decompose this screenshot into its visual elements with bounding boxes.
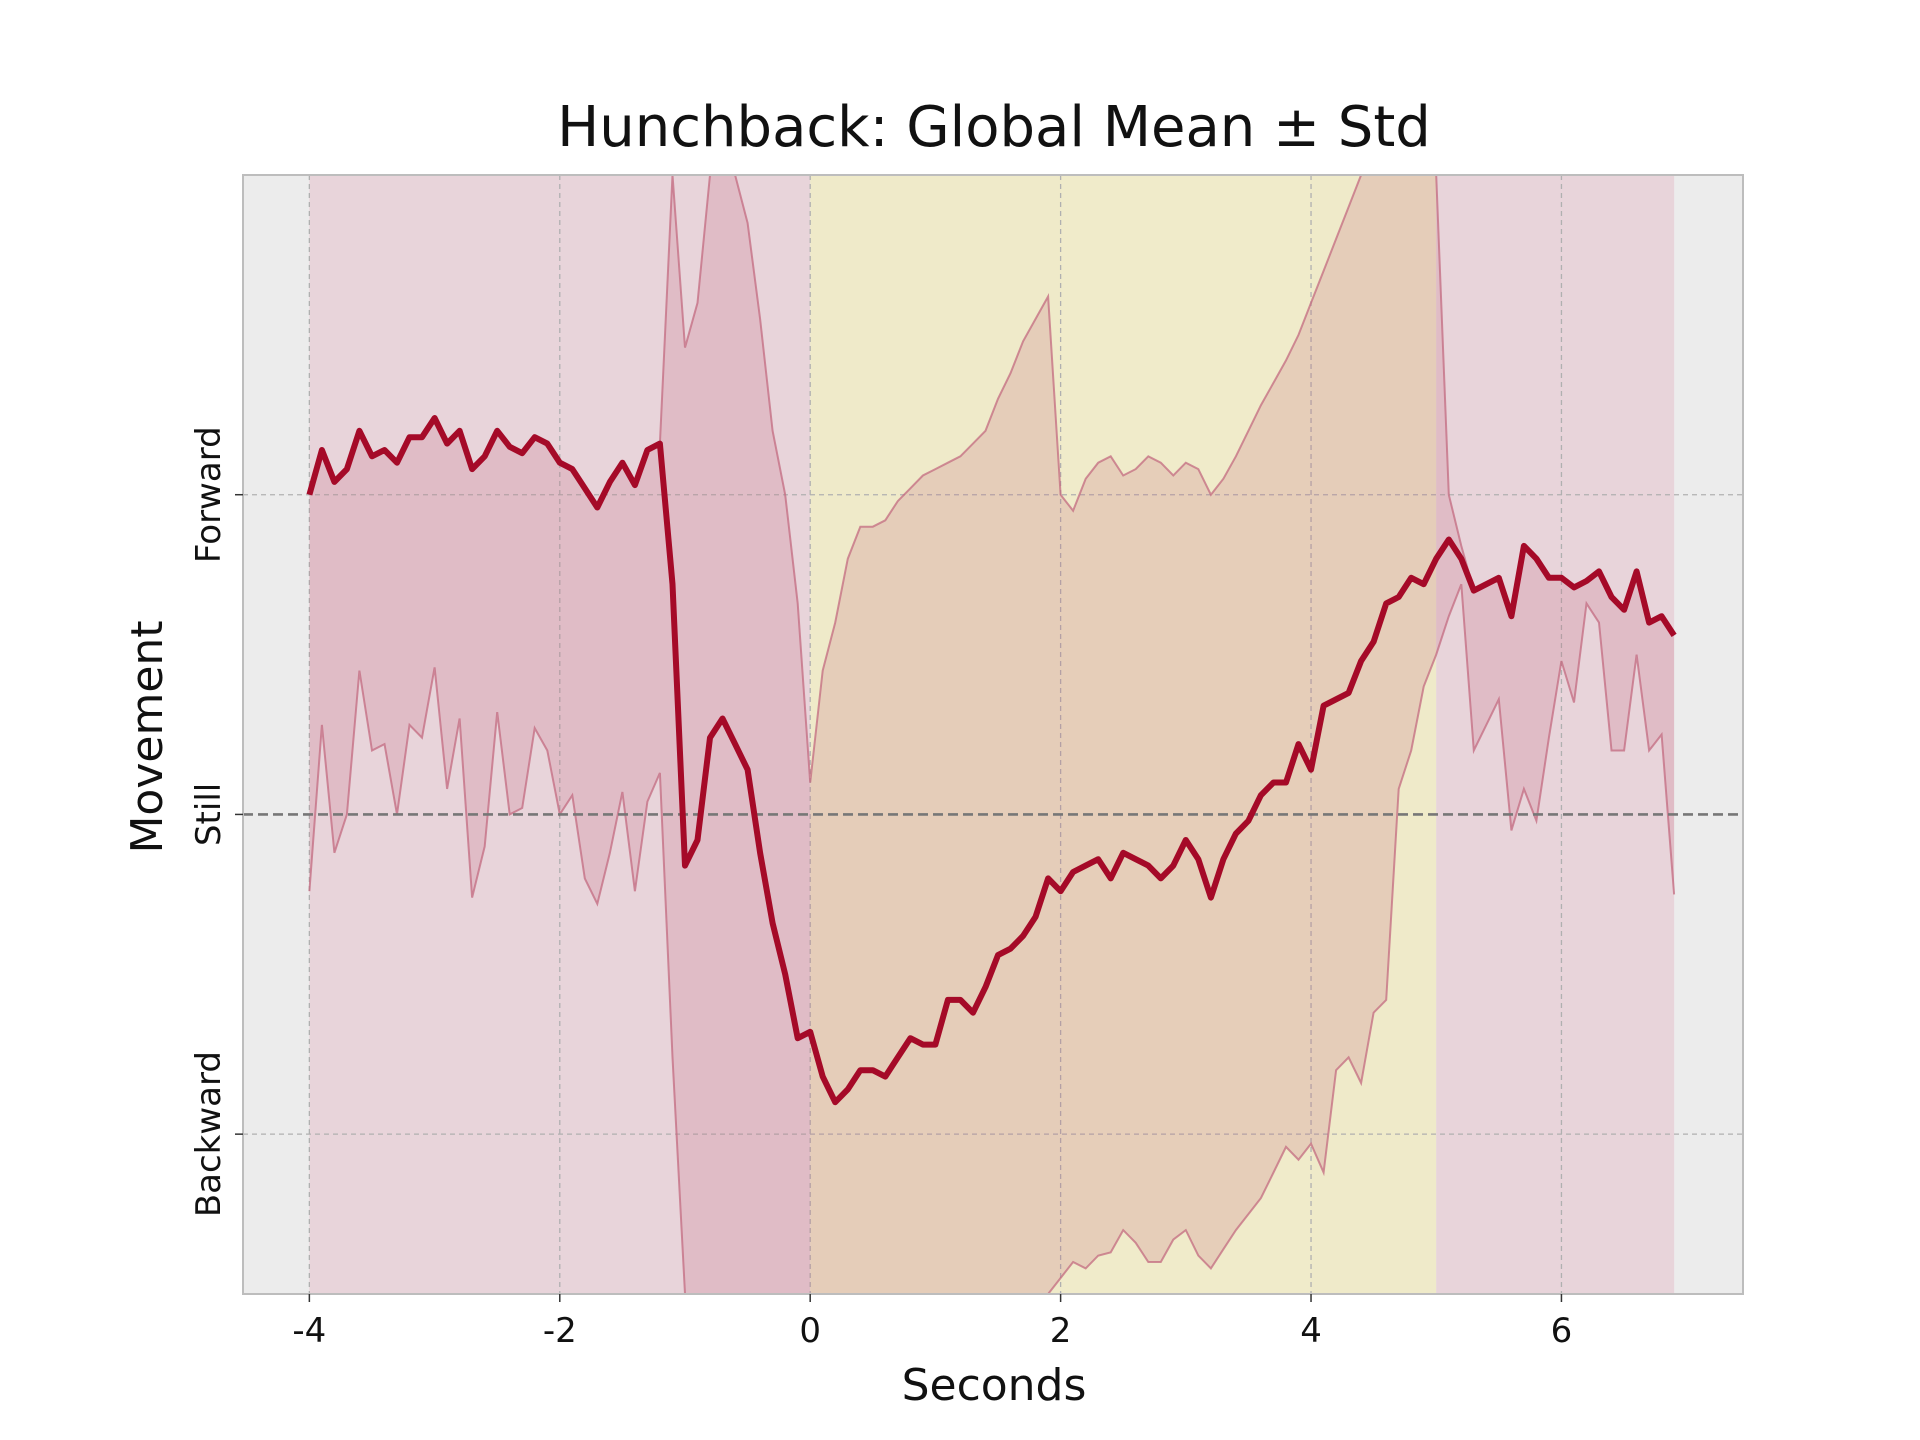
std-lower-line <box>308 583 1676 1294</box>
x-tick-label-4: 4 <box>1300 1311 1322 1351</box>
mean-line <box>306 415 1677 1106</box>
plot-area: -4 -2 0 2 4 6 Forward Still Backward <box>189 174 1744 1351</box>
y-tick-label-0: Forward <box>189 426 229 563</box>
shaded-region-2 <box>1436 175 1675 1294</box>
y-axis-label: Movement <box>122 620 173 853</box>
x-tick-label-3: 2 <box>1050 1311 1072 1351</box>
x-tick-label-1: -2 <box>543 1311 577 1351</box>
x-tick-label-2: 0 <box>799 1311 821 1351</box>
plot-frame <box>242 174 1744 1295</box>
chart-title: Hunchback: Global Mean ± Std <box>557 95 1431 160</box>
y-tick-label-1: Still <box>189 783 229 846</box>
x-tick-label-0: -4 <box>292 1311 326 1351</box>
y-tick-label-2: Backward <box>189 1051 229 1217</box>
x-tick-label-5: 6 <box>1551 1311 1573 1351</box>
x-axis-label: Seconds <box>902 1360 1087 1411</box>
plot-content <box>243 175 1743 1294</box>
shaded-region-3 <box>1060 175 1312 1294</box>
std-band-fill <box>309 175 1675 1294</box>
